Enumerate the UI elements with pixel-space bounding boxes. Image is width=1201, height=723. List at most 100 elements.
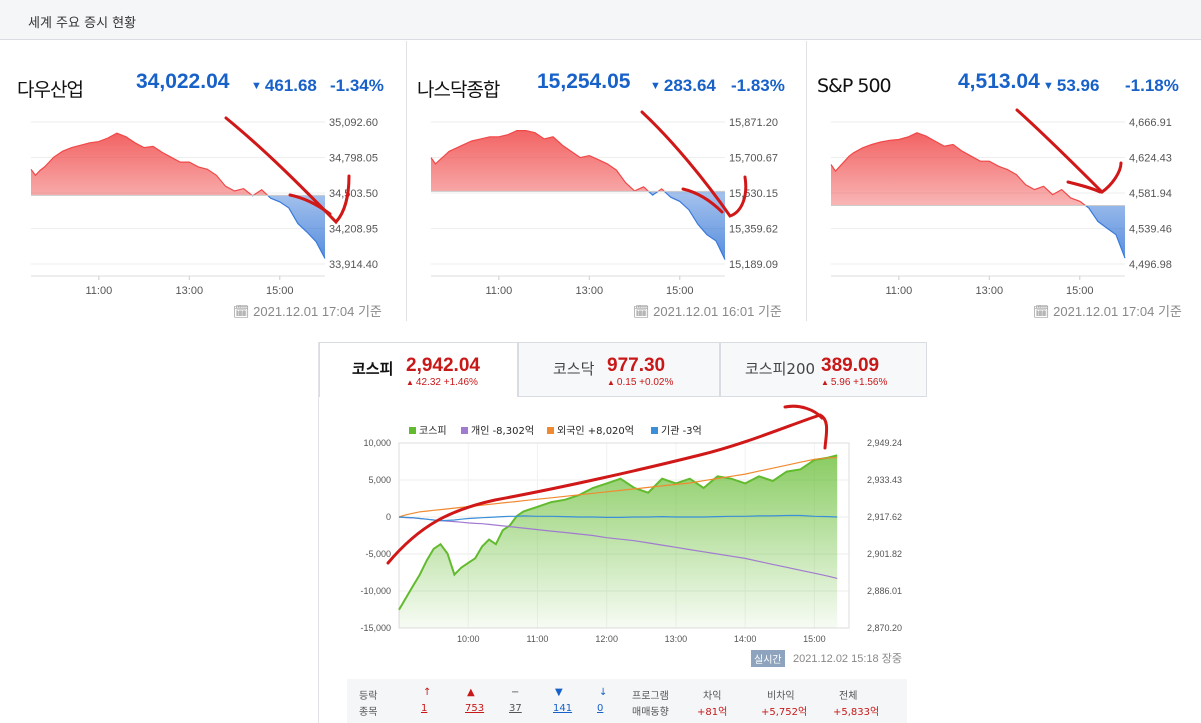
- area-down: [831, 205, 1125, 259]
- area-up: [31, 133, 268, 196]
- market-breadth: 등락 종목 ↑ 1 ▲ 753−37 ▼ 141 ↓ 0 프로그램 매매동향 차익 +81억 비차…: [347, 679, 907, 723]
- breadth-count[interactable]: 753: [465, 703, 485, 714]
- y-tick-label: 4,539.46: [1129, 224, 1172, 236]
- index-chart: 15,871.20 15,700.67 15,530.15 15,359.62 15,1…: [430, 117, 778, 297]
- right-tick-label: 2,917.62: [867, 512, 902, 522]
- up-arrow-icon: ▲: [821, 378, 829, 387]
- y-tick-label: 33,914.40: [329, 259, 378, 271]
- tab-change: ▲ 0.15 +0.02%: [607, 377, 674, 388]
- series-line-up: [30, 132, 269, 196]
- y-tick-label: 15,700.67: [729, 153, 778, 165]
- y-tick-label: 34,503.50: [329, 188, 378, 200]
- tab-value: 2,942.04: [406, 355, 480, 376]
- program-value: +5,752억: [761, 707, 808, 718]
- right-tick-label: 2,933.43: [867, 475, 902, 485]
- y-tick-label: 15,189.09: [729, 259, 778, 271]
- down-arrow-icon: ▼: [251, 80, 262, 92]
- program-label: 전체: [839, 691, 858, 702]
- left-tick-label: 10,000: [363, 438, 391, 448]
- tab-change: ▲ 42.32 +1.46%: [406, 377, 478, 388]
- index-change-pct: -1.34%: [330, 76, 384, 95]
- index-panel-nasdaq[interactable]: 나스닥종합 15,254.05 ▼ 283.64 -1.83% 15,871.20…: [407, 41, 806, 342]
- korea-timestamp: 2021.12.02 15:18 장중: [793, 653, 902, 665]
- x-tick-label: 13:00: [176, 285, 204, 297]
- left-tick-label: -15,000: [360, 623, 391, 633]
- y-tick-label: 34,208.95: [329, 224, 378, 236]
- kospi-investor-chart: 10,000 5,000 0 -5,000 -10,000 -15,000 2,949.24…: [360, 438, 902, 642]
- y-tick-label: 4,624.43: [1129, 153, 1172, 165]
- tab-value: 977.30: [607, 355, 666, 376]
- timestamp: 🗓 2021.12.01 17:04 기준: [1033, 304, 1182, 319]
- tab-kospi[interactable]: 코스피 2,942.04 ▲ 42.32 +1.46%: [319, 342, 518, 397]
- up-arrow-icon: ▲: [406, 378, 414, 387]
- program-value: +5,833억: [833, 707, 880, 718]
- tab-kospi200[interactable]: 코스피200 389.09 ▲ 5.96 +1.56%: [720, 342, 927, 397]
- left-tick-label: 0: [386, 512, 391, 522]
- index-price: 15,254.05: [537, 70, 631, 93]
- breadth-count[interactable]: 0: [597, 703, 604, 714]
- x-tick-label: 15:00: [666, 285, 694, 297]
- breadth-icon: −: [511, 687, 520, 698]
- korea-market-panel: 코스피 2,942.04 ▲ 42.32 +1.46% 코스닥 977.30 ▲ 0…: [318, 342, 927, 723]
- right-tick-label: 2,870.20: [867, 623, 902, 633]
- y-tick-label: 15,871.20: [729, 117, 778, 129]
- x-tick-label: 13:00: [576, 285, 604, 297]
- index-change: ▼ 461.68: [251, 76, 317, 95]
- section-title: 세계 주요 증시 현황: [28, 16, 137, 31]
- index-chart: 4,666.91 4,624.43 4,581.94 4,539.46 4,496.98…: [830, 117, 1172, 297]
- index-change: ▼ 53.96: [1043, 76, 1100, 95]
- x-tick-label: 11:00: [85, 285, 112, 297]
- up-arrow-icon: ▲: [607, 378, 615, 387]
- y-tick-label: 4,581.94: [1129, 188, 1172, 200]
- y-tick-label: 4,666.91: [1129, 117, 1172, 129]
- index-chart: 35,092.60 34,798.05 34,503.50 34,208.95 33,9…: [30, 117, 378, 297]
- breadth-count[interactable]: 141: [553, 703, 573, 714]
- index-name: 나스닥종합: [417, 79, 500, 101]
- index-change-pct: -1.18%: [1125, 76, 1179, 95]
- left-tick-label: -10,000: [360, 586, 391, 596]
- area-up: [431, 130, 725, 192]
- section-header: 세계 주요 증시 현황: [0, 0, 1201, 40]
- y-tick-label: 35,092.60: [329, 117, 378, 129]
- tab-kosdaq[interactable]: 코스닥 977.30 ▲ 0.15 +0.02%: [518, 342, 720, 397]
- right-tick-label: 2,886.01: [867, 586, 902, 596]
- x-tick-label: 13:00: [665, 634, 688, 642]
- breadth-icon: ↓: [599, 687, 608, 698]
- timestamp: 🗓 2021.12.01 17:04 기준: [233, 304, 382, 319]
- index-panel-dow[interactable]: 다우산업 34,022.04 ▼ 461.68 -1.34% 35,092.60 3…: [7, 41, 406, 342]
- breadth-count[interactable]: 37: [509, 703, 522, 714]
- divider: [406, 41, 407, 321]
- breadth-count[interactable]: 1: [421, 703, 428, 714]
- x-tick-label: 14:00: [734, 634, 757, 642]
- x-tick-label: 11:00: [485, 285, 512, 297]
- y-tick-label: 34,798.05: [329, 153, 378, 165]
- y-tick-label: 15,530.15: [729, 188, 778, 200]
- program-value: +81억: [697, 707, 728, 718]
- area-up: [831, 132, 1086, 206]
- program-label: 차익: [703, 691, 722, 702]
- divider: [806, 41, 807, 321]
- x-tick-label: 15:00: [1066, 285, 1094, 297]
- index-panel-sp500[interactable]: S&P 500 4,513.04 ▼ 53.96 -1.18% 4,666.91 4…: [807, 41, 1201, 342]
- calendar-icon: 🗓: [233, 304, 250, 319]
- program-label: 비차익: [767, 691, 795, 702]
- x-tick-label: 13:00: [976, 285, 1004, 297]
- left-tick-label: -5,000: [365, 549, 391, 559]
- index-price: 4,513.04: [958, 70, 1040, 93]
- index-price: 34,022.04: [136, 70, 230, 93]
- right-tick-label: 2,901.82: [867, 549, 902, 559]
- x-tick-label: 11:00: [527, 634, 549, 642]
- x-tick-label: 11:00: [885, 285, 912, 297]
- series-line-up: [830, 132, 1087, 206]
- breadth-icon: ▼: [555, 687, 563, 698]
- index-name: 다우산업: [17, 79, 84, 101]
- series-line-up: [430, 130, 666, 192]
- breadth-icon: ↑: [423, 687, 432, 698]
- index-change-pct: -1.83%: [731, 76, 785, 95]
- right-tick-label: 2,949.24: [867, 438, 902, 448]
- y-tick-label: 15,359.62: [729, 224, 778, 236]
- index-change: ▼ 283.64: [650, 76, 716, 95]
- x-tick-label: 12:00: [595, 634, 618, 642]
- realtime-badge[interactable]: 실시간: [751, 650, 785, 667]
- calendar-icon: 🗓: [1033, 304, 1050, 319]
